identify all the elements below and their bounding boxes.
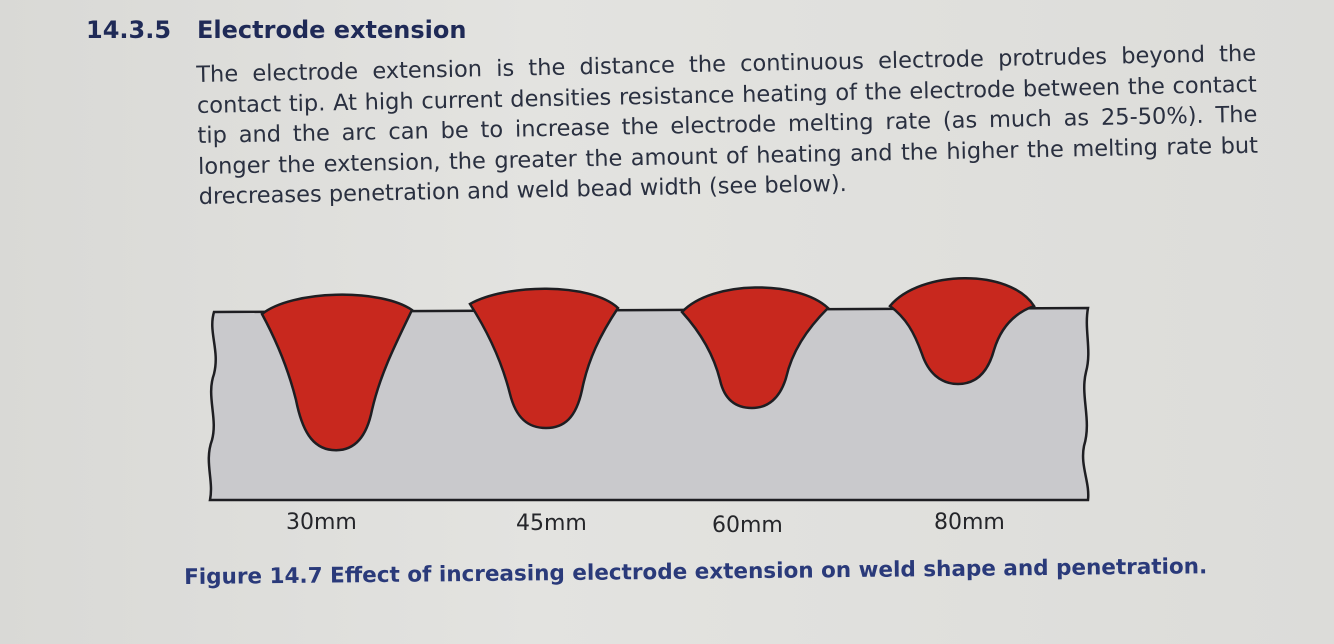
- weld-bead-60mm: [680, 286, 830, 410]
- label-80mm: 80mm: [934, 510, 1005, 535]
- label-60mm: 60mm: [712, 513, 783, 538]
- weld-bead-30mm: [260, 293, 414, 452]
- section-number: 14.3.5: [86, 16, 172, 44]
- label-45mm: 45mm: [516, 511, 587, 536]
- weld-bead-45mm: [468, 287, 620, 430]
- label-30mm: 30mm: [286, 510, 357, 535]
- section-heading: 14.3.5 Electrode extension: [86, 16, 466, 44]
- base-metal-plate: [207, 306, 1090, 502]
- weld-bead-80mm: [888, 277, 1036, 386]
- section-title: Electrode extension: [197, 16, 467, 44]
